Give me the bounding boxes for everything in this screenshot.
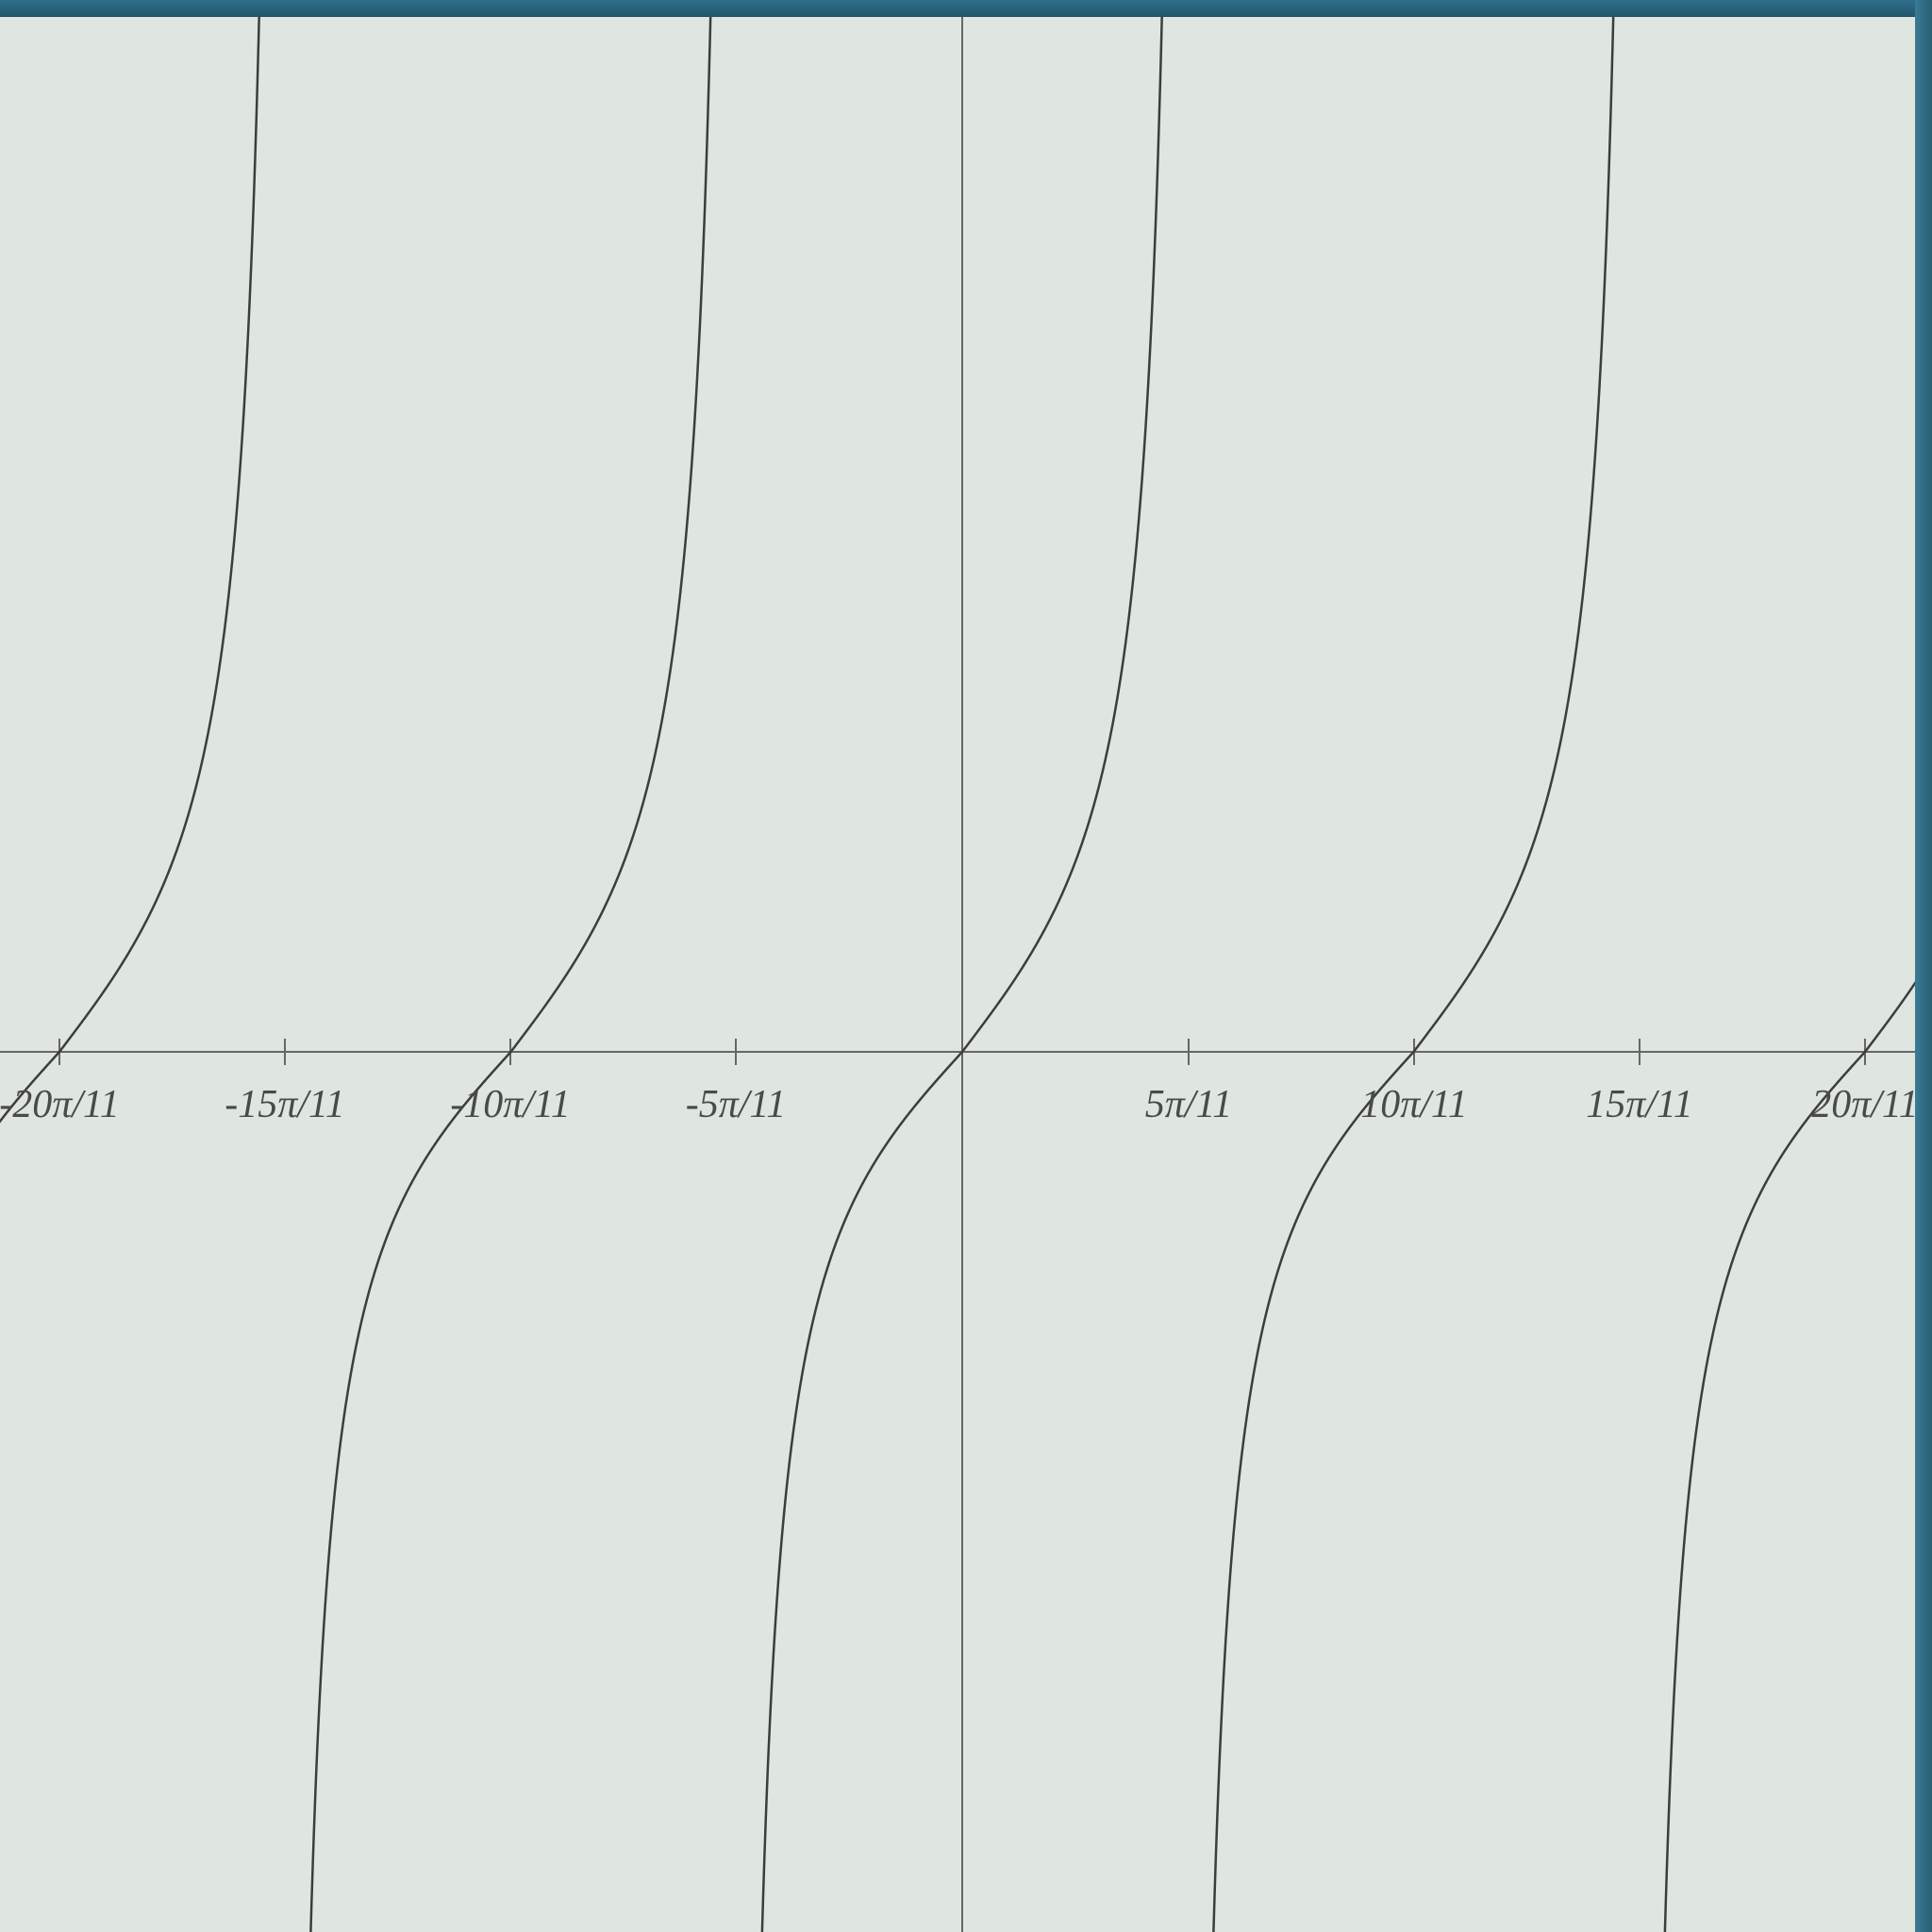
tangent-branch: [0, 0, 280, 1932]
tangent-plot: [0, 0, 1932, 1932]
x-tick-label: -10π/11: [450, 1082, 571, 1127]
x-tick-label: -15π/11: [225, 1082, 345, 1127]
tangent-branch: [1192, 0, 1635, 1932]
x-tick-label: 20π/11: [1811, 1082, 1919, 1127]
x-tick-label: -20π/11: [0, 1082, 120, 1127]
x-tick-label: -5π/11: [686, 1082, 787, 1127]
x-tick-label: 15π/11: [1586, 1082, 1693, 1127]
window-frame-top: [0, 0, 1932, 17]
window-frame-right: [1915, 0, 1932, 1932]
tangent-branch: [1644, 0, 1932, 1932]
x-tick-label: 10π/11: [1360, 1082, 1468, 1127]
x-tick-label: 5π/11: [1145, 1082, 1233, 1127]
tangent-branch: [290, 0, 732, 1932]
